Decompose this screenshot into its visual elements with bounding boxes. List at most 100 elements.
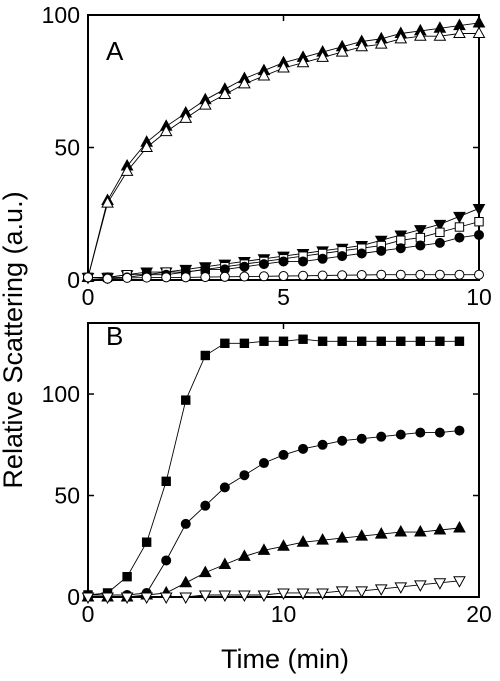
panel-a-label: A [106,36,124,66]
panel-a-data-point [355,39,369,52]
panel-a-x-tick-label: 10 [466,284,492,310]
panel-a-data-point [219,271,230,282]
panel-b-data-point [433,522,447,535]
panel-b-data-point [278,336,289,346]
panel-a-data-point [434,269,445,280]
panel-a-data-point [433,29,447,41]
panel-a-data-point [453,211,466,224]
panel-a-data-point [141,272,152,283]
panel-a-data-point [356,269,367,280]
panel-a-data-point [415,240,426,251]
panel-a-data-point [120,164,134,176]
panel-a-data-point [159,124,173,137]
panel-b-data-point [180,518,191,529]
panel-b-data-point [238,549,251,561]
panel-b-data-point [415,336,426,346]
panel-a-data-point [474,217,484,227]
panel-b-data-point [433,578,447,590]
panel-b-data-point [277,539,290,551]
panel-b-data-point [454,425,465,436]
panel-b-data-point [218,590,232,603]
panel-a-data-point [317,253,328,264]
panel-a-data-point [376,269,387,280]
panel-b-data-point [218,557,232,570]
panel-a-data-point [472,26,486,39]
panel-b-data-point [435,336,445,346]
panel-a-data-point [434,237,445,248]
panel-b-data-point [81,592,95,605]
panel-b-data-point [374,584,388,596]
panel-b-data-point [219,482,230,493]
panel-b-x-tick-label: 0 [82,601,95,627]
panel-a-data-point [278,271,289,282]
panel-b-y-tick-label: 0 [67,584,80,610]
panel-a-data-point [454,232,465,243]
panel-a-data-point [83,272,93,283]
panel-b-data-point [298,334,308,344]
panel-b-data-point [394,525,408,537]
panel-a-data-point [316,50,329,62]
panel-b-data-point [296,588,310,600]
panel-a-y-tick-label: 50 [54,135,80,161]
panel-b-x-tick-label: 10 [271,601,297,627]
panel-a-data-point [415,269,426,280]
panel-b-data-point [355,529,369,541]
panel-b-data-point [238,590,251,603]
panel-b-data-point [454,336,465,346]
panel-b-series-circle-filled [83,425,465,600]
panel-b-data-point [141,537,152,547]
panel-b-data-point [376,431,387,442]
panel-a-data-point [435,227,445,238]
panel-b-data-point [257,590,271,603]
panel-b-data-point [257,543,271,555]
panel-b-data-point [453,520,466,533]
panel-b-data-point [258,458,269,469]
panel-a-data-point [474,269,484,280]
panel-a-data-point [200,272,211,283]
panel-b-data-point [179,592,193,605]
panel-a-data-point [454,269,465,280]
panel-b-data-point [335,586,349,598]
panel-a-data-point [394,31,408,44]
panel-a-data-point [376,245,387,256]
panel-b-frame [87,322,480,598]
panel-b-data-point [239,470,250,481]
panel-b-data-point [161,555,172,566]
panel-a-data-point [218,87,232,99]
panel-b-data-point [181,395,191,405]
panel-b-data-point [396,336,406,346]
panel-b-data-point [198,590,212,603]
panel-b-data-point [414,525,427,537]
panel-b-data-point [317,439,328,450]
panel-b-data-point [453,576,466,588]
panel-b-data-point [356,433,367,444]
panel-b-data-point [317,336,328,346]
panel-a-data-point [277,60,290,73]
panel-b-y-tick-label: 100 [42,381,80,407]
panel-a-y-tick-label: 0 [67,267,80,293]
panel-a-series-triangle-up-open [81,26,486,282]
panel-a-data-point [102,273,113,284]
panel-a-data-point [101,196,114,208]
panel-b-chart: 0 10 20 0 50 100 [42,322,492,627]
panel-b-data-point [122,572,132,582]
panel-b-data-point [239,338,250,348]
panel-a-y-tick-label: 100 [42,2,80,28]
panel-a-data-point [472,15,486,28]
panel-b-data-point [277,588,290,600]
panel-b-series-line [88,430,460,596]
panel-b-data-point [198,565,212,578]
panel-b-data-point [220,338,230,348]
panel-b-data-point [415,427,426,438]
panel-b-data-point [395,429,406,440]
panel-b-data-point [259,336,269,346]
panel-a-data-point [474,229,484,240]
panel-b-data-point [298,443,309,454]
panel-b-data-point [159,592,173,605]
y-axis-title: Relative Scattering (a.u.) [0,191,28,488]
panel-a-data-point [180,272,191,283]
panel-a-data-point [395,243,406,254]
panel-b-data-point [200,350,211,361]
panel-a-data-point [257,68,271,81]
panel-b-data-point [434,427,445,438]
